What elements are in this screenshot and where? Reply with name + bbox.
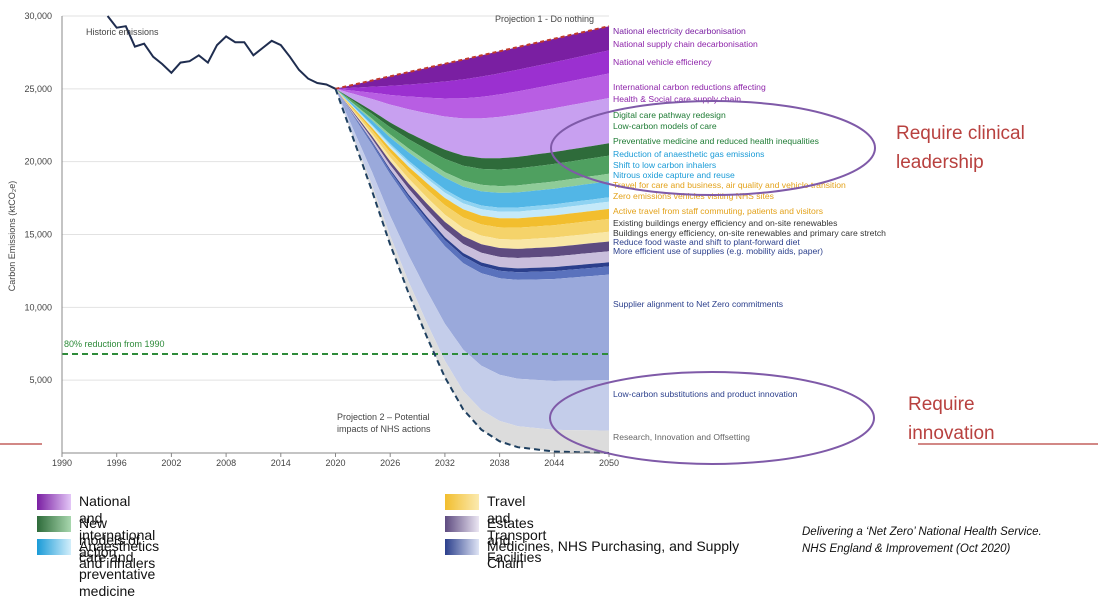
- x-tick-label: 2026: [380, 458, 400, 468]
- legend-swatch: [37, 539, 71, 555]
- band-area: [335, 88, 609, 240]
- x-tick-label: 2032: [435, 458, 455, 468]
- band-area: [335, 73, 609, 119]
- x-tick-label: 2044: [544, 458, 564, 468]
- band-label: Reduction of anaesthetic gas emissions: [613, 149, 764, 159]
- legend-item: Medicines, NHS Purchasing, and Supply Ch…: [445, 538, 747, 572]
- x-tick-label: 1996: [107, 458, 127, 468]
- callout-clinical-leadership: Require clinical leadership: [896, 119, 1025, 177]
- band-label: Supplier alignment to Net Zero commitmen…: [613, 299, 783, 309]
- legend-label: National and international action: [79, 493, 156, 560]
- band-area: [335, 50, 609, 99]
- band-labels: National electricity decarbonisation Nati…: [613, 26, 886, 442]
- innovation-ellipse: [549, 371, 875, 465]
- x-tick-label: 2014: [271, 458, 291, 468]
- legend-swatch: [445, 539, 479, 555]
- band-label: Buildings energy efficiency, on-site ren…: [613, 228, 886, 238]
- historic-emissions-line: [106, 15, 336, 90]
- band-label: International carbon reductions affectin…: [613, 82, 766, 92]
- band-label: Digital care pathway redesign: [613, 110, 726, 120]
- y-tick-label: 30,000: [24, 11, 52, 21]
- band-label: Preventative medicine and reduced health…: [613, 136, 819, 146]
- legend-label: Medicines, NHS Purchasing, and Supply Ch…: [487, 538, 740, 571]
- clinical-leadership-ellipse: [550, 100, 876, 196]
- band-label: Low-carbon models of care: [613, 121, 717, 131]
- callout-innovation: Require innovation: [908, 390, 995, 448]
- projection-1-label: Projection 1 - Do nothing: [495, 14, 594, 24]
- callout-line: Require: [908, 394, 975, 415]
- band-label: Low-carbon substitutions and product inn…: [613, 389, 798, 399]
- emissions-chart: 5,000 10,000 15,000 20,000 25,000 30,000 1990 1…: [0, 11, 1098, 468]
- band-label: National electricity decarbonisation: [613, 26, 746, 36]
- citation-line: NHS England & Improvement (Oct 2020): [802, 543, 1011, 555]
- annotations: 80% reduction from 1990 Historic emission…: [0, 14, 1098, 465]
- legend-label: Estates and Facilities: [487, 515, 542, 565]
- band-area: [335, 26, 609, 89]
- band-area: [335, 88, 609, 159]
- legend-item: Estates and Facilities: [445, 515, 541, 566]
- legend-item: Anaesthetics and inhalers: [37, 538, 159, 572]
- citation-line: Delivering a ‘Net Zero’ National Health …: [802, 526, 1042, 538]
- legend-item: National and international action: [37, 493, 155, 561]
- legend-label: Travel and Transport: [487, 493, 547, 543]
- band-area: [335, 88, 609, 193]
- reference-line-label: 80% reduction from 1990: [64, 339, 165, 349]
- y-tick-label: 25,000: [24, 84, 52, 94]
- citation: Delivering a ‘Net Zero’ National Health …: [802, 524, 1042, 558]
- y-tick-label: 20,000: [24, 157, 52, 167]
- historic-emissions-label: Historic emissions: [86, 27, 159, 37]
- callout-line: leadership: [896, 152, 984, 173]
- x-tick-label: 2050: [599, 458, 619, 468]
- band-label: Reduce food waste and shift to plant-for…: [613, 237, 800, 247]
- legend-swatch: [445, 494, 479, 510]
- x-tick-label: 2020: [325, 458, 345, 468]
- y-tick-label: 10,000: [24, 302, 52, 312]
- band-area: [335, 88, 609, 219]
- x-tick-label: 1990: [52, 458, 72, 468]
- projection-2-label: impacts of NHS actions: [337, 424, 431, 434]
- legend-swatch: [37, 494, 71, 510]
- legend-swatch: [37, 516, 71, 532]
- x-tick-label: 2008: [216, 458, 236, 468]
- band-label: Zero emissions vehicles visiting NHS sit…: [613, 191, 774, 201]
- band-label: More efficient use of supplies (e.g. mob…: [613, 246, 823, 256]
- band-label: Health & Social care supply chain: [613, 94, 741, 104]
- band-label: Research, Innovation and Offsetting: [613, 432, 750, 442]
- projection-1-line: [335, 25, 610, 90]
- legend-label: Anaesthetics and inhalers: [79, 538, 160, 571]
- y-tick-label: 15,000: [24, 230, 52, 240]
- band-label: National supply chain decarbonisation: [613, 39, 758, 49]
- callout-line: Require clinical: [896, 123, 1025, 144]
- band-area: [335, 88, 609, 208]
- band-label: Shift to low carbon inhalers: [613, 160, 716, 170]
- band-label: Nitrous oxide capture and reuse: [613, 170, 735, 180]
- reduction-bands: [335, 26, 609, 454]
- y-tick-label: 5,000: [29, 375, 52, 385]
- band-label: Travel for care and business, air qualit…: [613, 180, 846, 190]
- band-label: National vehicle efficiency: [613, 57, 712, 67]
- band-area: [335, 88, 609, 431]
- band-label: Active travel from staff commuting, pati…: [613, 206, 823, 216]
- band-area: [335, 88, 609, 228]
- x-tick-label: 2038: [490, 458, 510, 468]
- x-tick-label: 2002: [161, 458, 181, 468]
- axes: 5,000 10,000 15,000 20,000 25,000 30,000 1990 1…: [7, 11, 619, 468]
- projection-2-label: Projection 2 – Potential: [337, 412, 430, 422]
- callout-line: innovation: [908, 423, 995, 444]
- y-axis-title: Carbon Emissions (ktCO₂e): [7, 181, 17, 292]
- legend-swatch: [445, 516, 479, 532]
- legend-item: Travel and Transport: [445, 493, 546, 544]
- band-label: Existing buildings energy efficiency and…: [613, 218, 837, 228]
- projection-lines: [62, 15, 610, 454]
- band-area: [335, 88, 609, 382]
